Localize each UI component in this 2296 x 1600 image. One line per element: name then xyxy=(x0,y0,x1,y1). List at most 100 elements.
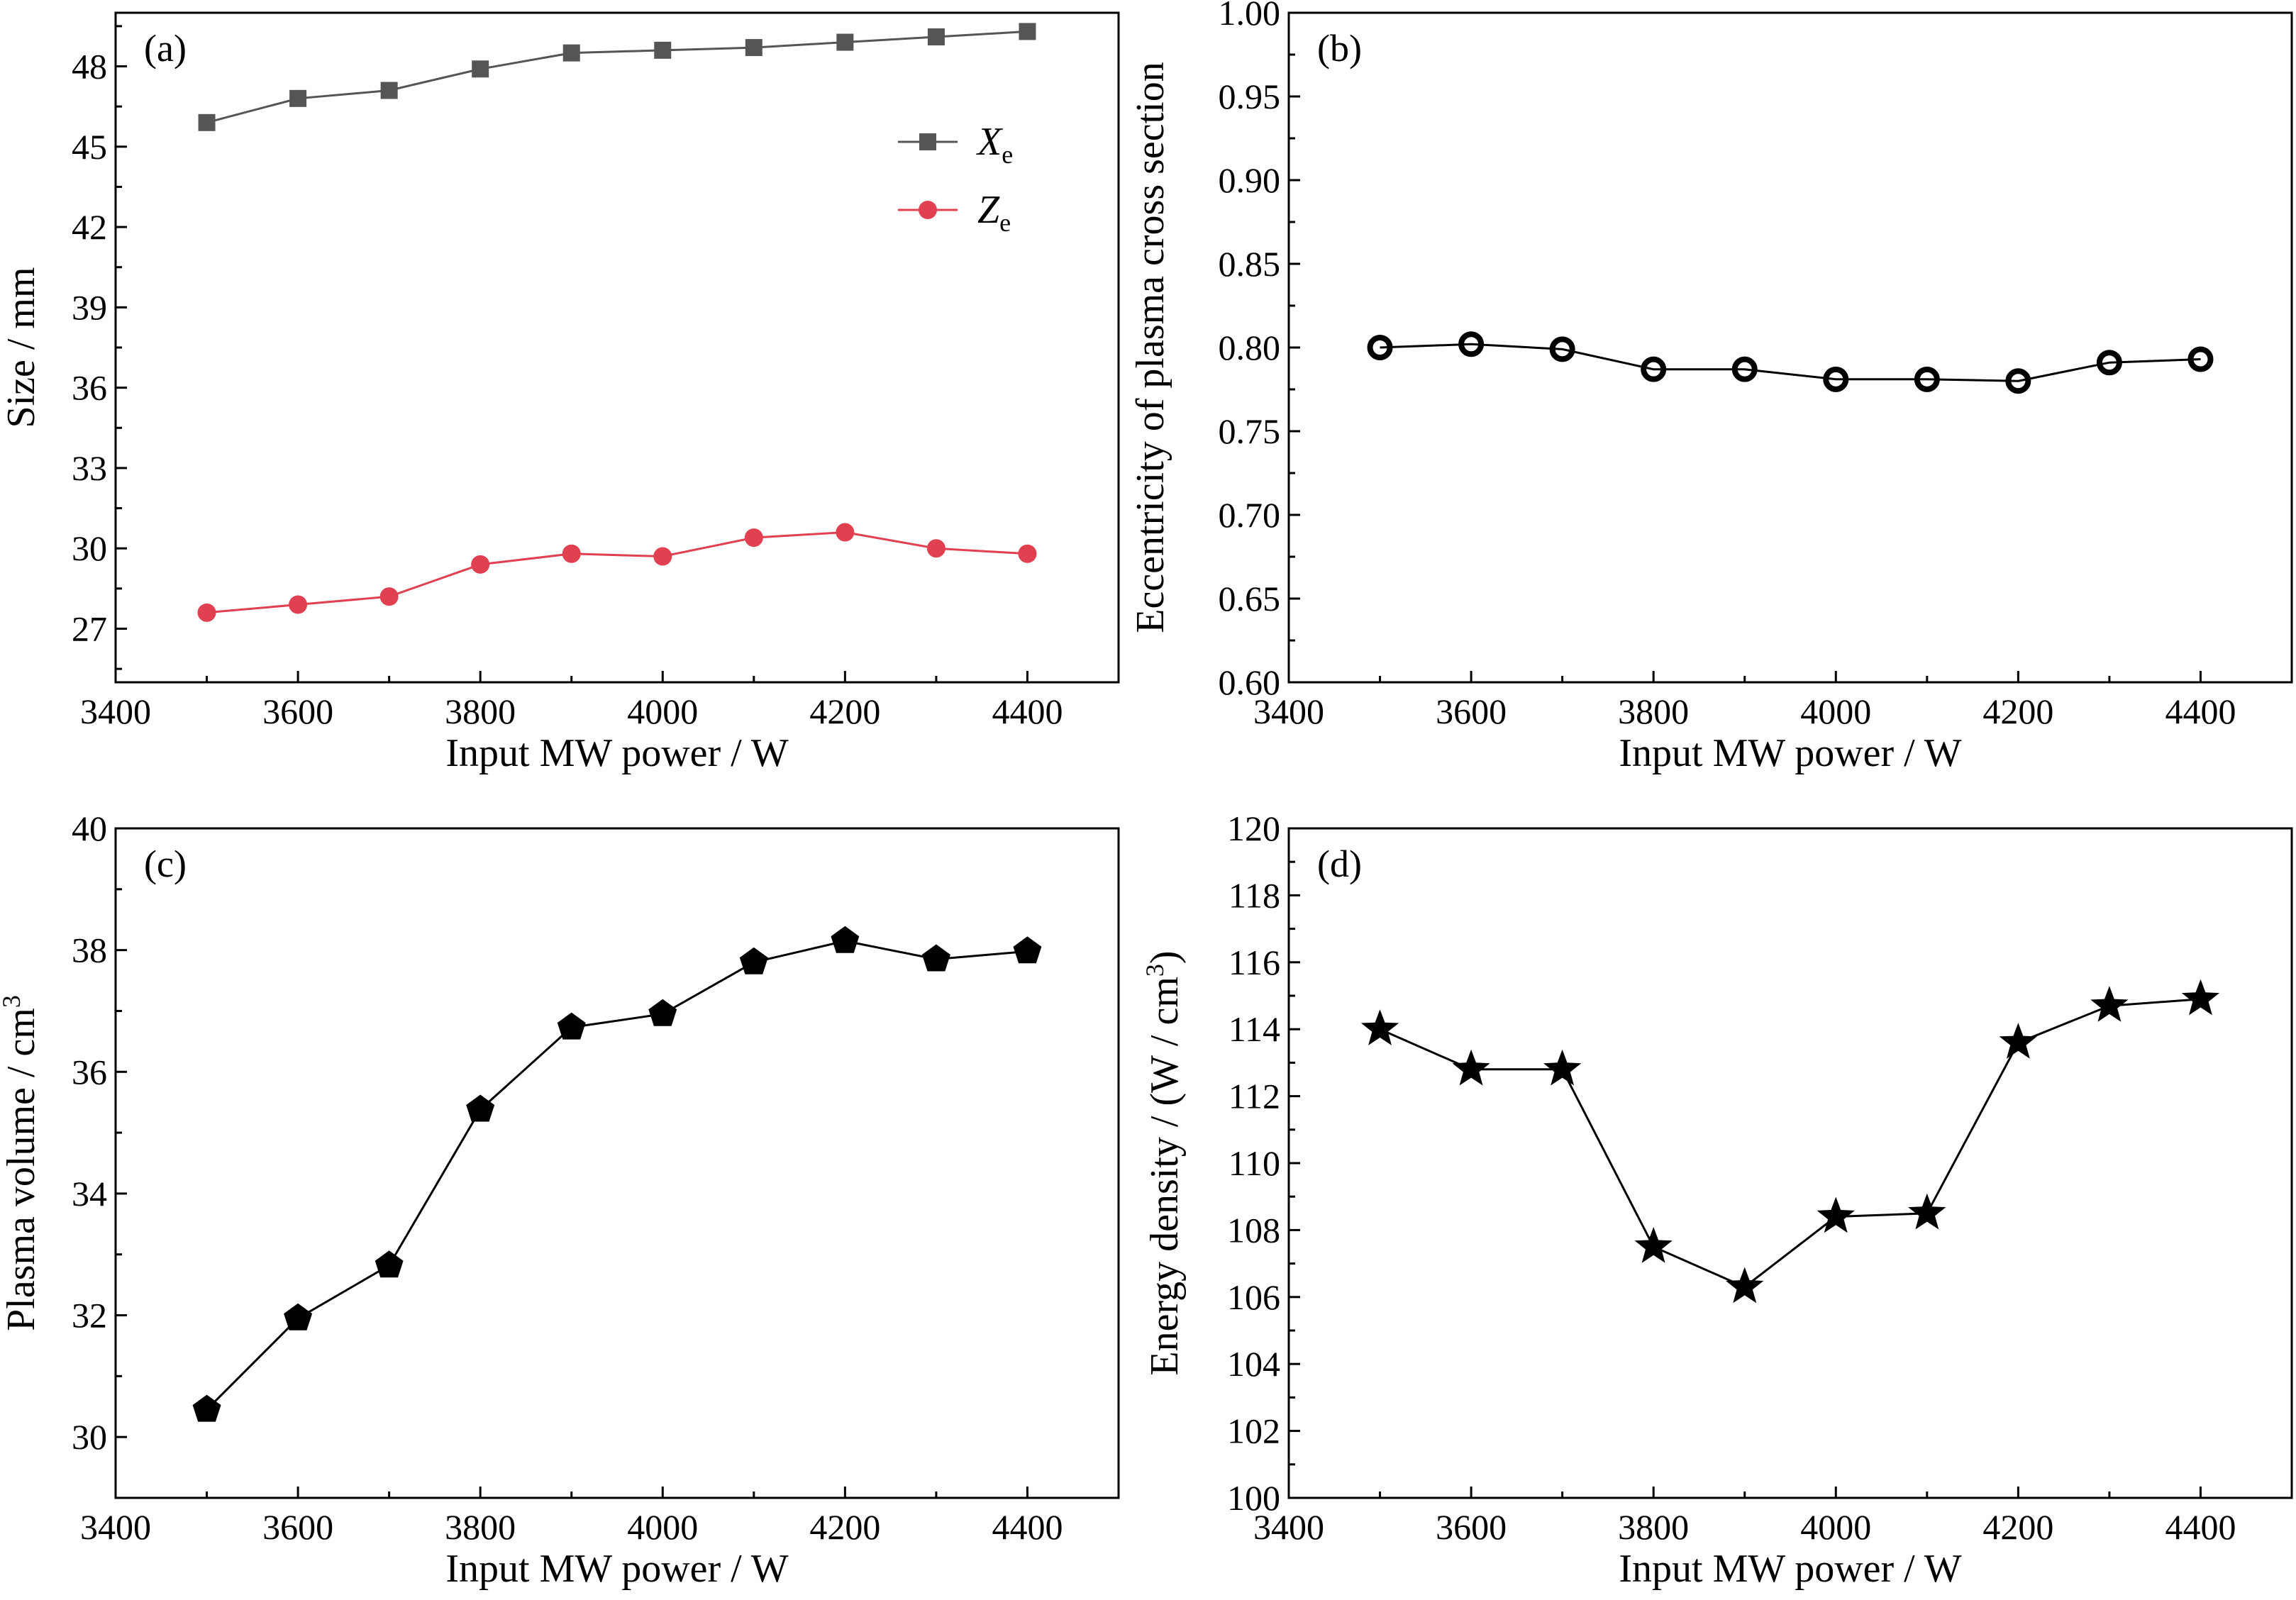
panel-label: (c) xyxy=(144,843,187,885)
y-tick-label: 0.75 xyxy=(1219,411,1281,451)
data-point xyxy=(1641,356,1667,382)
data-point xyxy=(471,555,490,574)
y-tick-label: 0.80 xyxy=(1219,328,1281,367)
x-tick-label: 4400 xyxy=(992,691,1063,731)
y-tick-label: 39 xyxy=(72,287,107,327)
data-point xyxy=(739,947,768,974)
data-point xyxy=(927,28,945,45)
x-tick-label: 4200 xyxy=(809,691,880,731)
data-point xyxy=(198,113,216,131)
data-point xyxy=(466,1094,495,1122)
data-point xyxy=(653,547,672,566)
x-tick-label: 4200 xyxy=(1982,691,2053,731)
y-axis-label: Plasma volume / cm3 xyxy=(0,995,43,1331)
y-tick-label: 104 xyxy=(1227,1344,1280,1384)
series-line xyxy=(206,940,1028,1411)
y-tick-label: 100 xyxy=(1227,1478,1280,1518)
data-point xyxy=(379,587,399,606)
data-point xyxy=(289,595,308,614)
data-point xyxy=(921,944,950,972)
x-tick-label: 4000 xyxy=(627,691,698,731)
data-point xyxy=(2181,979,2220,1016)
y-tick-label: 36 xyxy=(72,368,107,408)
x-tick-label: 4400 xyxy=(992,1507,1063,1547)
x-tick-label: 3400 xyxy=(80,691,151,731)
data-point xyxy=(562,44,580,62)
series-line xyxy=(1380,343,2201,382)
data-point xyxy=(1452,1049,1490,1086)
plot-frame xyxy=(1287,827,2293,1499)
y-tick-label: 116 xyxy=(1229,943,1280,982)
chart-panel-a: 3400 3600 3800 4000 4200 4400 27 30 33 36 39 42 45 48… xyxy=(0,11,1120,775)
series-line xyxy=(1379,998,2201,1289)
data-point xyxy=(1726,1267,1764,1304)
y-tick-label: 38 xyxy=(72,930,107,970)
data-point xyxy=(192,1394,221,1422)
x-axis-label: Input MW power / W xyxy=(445,731,788,775)
y-tick-label: 30 xyxy=(72,528,107,568)
y-tick-label: 0.70 xyxy=(1219,495,1281,535)
data-point xyxy=(375,1250,404,1278)
y-tick-label: 42 xyxy=(72,207,107,247)
legend-label: Ze xyxy=(977,188,1011,237)
data-point xyxy=(284,1303,313,1330)
y-tick-label: 40 xyxy=(72,809,107,848)
data-point xyxy=(1549,336,1575,362)
data-point xyxy=(2187,346,2214,372)
x-tick-label: 3800 xyxy=(445,1507,516,1547)
y-tick-label: 0.85 xyxy=(1219,244,1281,284)
y-axis-label: Size / mm xyxy=(0,267,43,428)
y-tick-label: 114 xyxy=(1229,1009,1280,1049)
x-tick-label: 3600 xyxy=(1436,1507,1507,1547)
x-tick-label: 4000 xyxy=(1800,691,1871,731)
y-tick-label: 120 xyxy=(1227,809,1280,848)
data-point xyxy=(2005,368,2031,394)
x-tick-label: 3400 xyxy=(80,1507,151,1547)
y-tick-label: 0.95 xyxy=(1219,77,1281,116)
x-tick-label: 3600 xyxy=(262,1507,333,1547)
legend: Xe Ze xyxy=(898,120,1013,237)
y-axis-label: Eccentricity of plasma cross section xyxy=(1128,62,1172,633)
y-tick-label: 32 xyxy=(72,1296,107,1335)
data-point xyxy=(1634,1227,1673,1263)
y-tick-label: 27 xyxy=(72,609,107,648)
data-point xyxy=(1543,1049,1582,1086)
y-tick-label: 106 xyxy=(1227,1277,1280,1317)
x-tick-label: 4000 xyxy=(1800,1507,1871,1547)
data-point xyxy=(1731,356,1758,382)
x-tick-label: 3800 xyxy=(1618,691,1689,731)
panel-label: (a) xyxy=(144,27,187,70)
data-point xyxy=(1013,936,1042,964)
data-point xyxy=(919,133,936,150)
data-point xyxy=(744,528,763,548)
y-tick-label: 112 xyxy=(1229,1077,1280,1116)
data-point xyxy=(1999,1023,2037,1059)
y-tick-label: 108 xyxy=(1227,1210,1280,1250)
x-axis-label: Input MW power / W xyxy=(1619,731,1961,775)
data-point xyxy=(1458,331,1485,357)
x-tick-label: 4400 xyxy=(2165,1507,2236,1547)
plot-frame xyxy=(114,827,1120,1499)
chart-panel-d: 3400 3600 3800 4000 4200 4400 100 102 104 106 108 1… xyxy=(1141,809,2293,1591)
data-point xyxy=(2090,986,2129,1022)
data-point xyxy=(380,82,398,99)
data-point xyxy=(831,926,860,953)
y-tick-label: 0.90 xyxy=(1219,160,1281,200)
chart-panel-b: 3400 3600 3800 4000 4200 4400 0.60 0.65 0.70 0.75… xyxy=(1128,0,2293,775)
data-point xyxy=(836,523,855,542)
x-tick-label: 3400 xyxy=(1253,1507,1324,1547)
data-point xyxy=(1823,366,1849,392)
data-point xyxy=(648,999,677,1026)
chart-panel-c: 3400 3600 3800 4000 4200 4400 30 32 34 36 38 40 Inpu… xyxy=(0,809,1120,1591)
y-tick-label: 102 xyxy=(1227,1411,1280,1451)
data-point xyxy=(557,1012,586,1040)
plot-frame xyxy=(1287,11,2293,684)
x-tick-label: 4400 xyxy=(2165,691,2236,731)
data-point xyxy=(745,39,762,57)
data-point xyxy=(919,201,937,219)
x-tick-label: 3400 xyxy=(1253,691,1324,731)
x-tick-label: 3600 xyxy=(262,691,333,731)
panel-label: (b) xyxy=(1317,27,1362,70)
x-axis-label: Input MW power / W xyxy=(445,1547,788,1591)
